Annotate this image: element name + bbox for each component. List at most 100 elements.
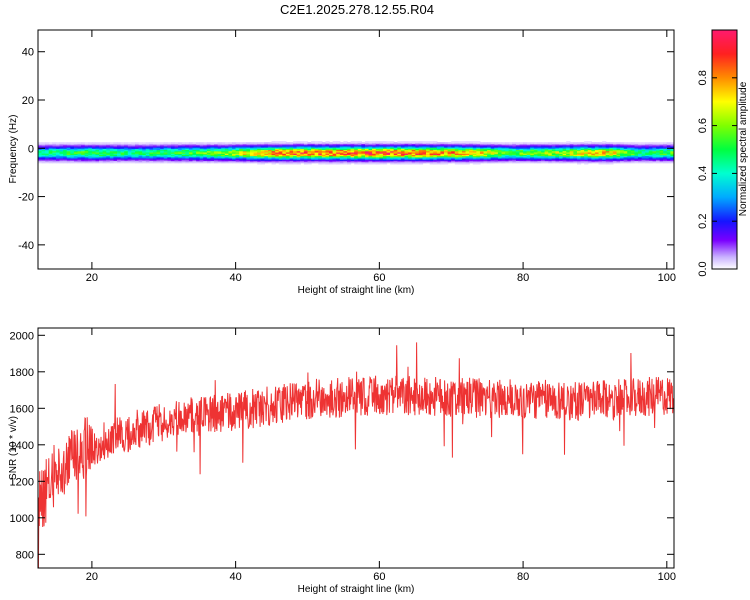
spectral-cell	[537, 155, 542, 158]
spectral-cell	[300, 150, 305, 153]
spectral-cell	[580, 157, 585, 160]
spectral-cell	[142, 154, 147, 157]
spectral-cell	[221, 154, 226, 157]
spectral-cell	[368, 156, 373, 159]
spectral-cell	[260, 143, 265, 146]
spectral-cell	[214, 155, 219, 158]
spectral-cell	[73, 157, 79, 160]
spectral-cell	[479, 149, 485, 152]
spectral-cell	[641, 153, 646, 155]
spectral-cell	[580, 156, 585, 159]
spectral-cell	[271, 157, 276, 160]
spectral-cell	[666, 154, 672, 157]
spectral-cell	[127, 157, 133, 160]
spectral-cell	[48, 144, 53, 147]
spectral-cell	[232, 147, 237, 149]
spectral-cell	[329, 159, 334, 161]
spectral-cell	[497, 157, 503, 160]
spectral-cell	[623, 155, 628, 158]
spectral-cell	[630, 157, 636, 160]
spectral-cell	[594, 161, 600, 164]
spectral-cell	[627, 148, 632, 151]
spectral-cell	[81, 147, 86, 149]
spectral-cell	[666, 145, 672, 148]
spectral-cell	[479, 151, 485, 154]
spectral-cell	[224, 142, 230, 145]
spectral-cell	[426, 159, 431, 161]
spectral-cell	[188, 150, 194, 153]
spectral-cell	[483, 157, 488, 160]
spectral-cell	[368, 148, 373, 151]
spectral-cell	[210, 142, 215, 145]
spectral-cell	[573, 155, 578, 158]
spectral-cell	[429, 150, 434, 153]
spectral-cell	[167, 142, 172, 145]
spectral-cell	[476, 160, 481, 163]
spectral-cell	[271, 144, 276, 147]
spectral-cell	[228, 161, 233, 164]
spectral-cell	[400, 144, 406, 147]
spectral-cell	[275, 157, 280, 160]
spectral-cell	[508, 157, 513, 160]
spectral-cell	[551, 154, 557, 157]
spectral-cell	[490, 156, 495, 159]
spectral-cell	[382, 149, 388, 152]
spectral-cell	[390, 160, 395, 163]
spectral-cell	[181, 155, 186, 158]
spectral-cell	[537, 144, 542, 147]
spectral-cell	[429, 142, 434, 145]
spectral-cell	[300, 153, 305, 155]
spectral-cell	[91, 144, 97, 147]
spectral-cell	[361, 154, 366, 157]
spectral-cell	[418, 153, 424, 155]
spectral-cell	[415, 162, 420, 165]
spectral-cell	[307, 150, 312, 153]
spectral-cell	[372, 145, 377, 148]
spectral-cell	[199, 161, 204, 164]
spectral-cell	[415, 148, 420, 151]
spectral-cell	[339, 144, 345, 147]
spectral-cell	[576, 148, 582, 151]
spectral-cell	[246, 157, 251, 160]
spectral-cell	[559, 159, 564, 161]
spectral-cell	[630, 142, 636, 145]
spectral-cell	[433, 142, 438, 145]
y-tick-label: 1200	[10, 476, 34, 488]
spectral-cell	[663, 151, 668, 154]
spectral-cell	[591, 149, 596, 152]
spectral-cell	[670, 144, 674, 147]
spectral-cell	[253, 154, 258, 157]
spectral-cell	[318, 142, 323, 145]
spectral-cell	[641, 150, 646, 153]
spectral-cell	[343, 145, 348, 148]
spectral-cell	[138, 142, 143, 145]
spectral-cell	[307, 162, 312, 165]
spectral-cell	[462, 148, 467, 151]
spectral-cell	[38, 145, 43, 148]
spectral-cell	[674, 152, 678, 154]
spectral-cell	[505, 147, 510, 149]
spectral-cell	[91, 157, 97, 160]
spectral-cell	[594, 150, 600, 153]
spectral-cell	[663, 149, 668, 152]
spectral-cell	[296, 161, 301, 164]
spectral-cell	[239, 142, 244, 145]
spectral-cell	[670, 156, 674, 159]
spectral-cell	[203, 151, 208, 154]
spectral-cell	[73, 156, 79, 159]
spectral-cell	[354, 143, 359, 146]
spectral-cell	[199, 150, 204, 153]
spectral-cell	[638, 148, 643, 151]
spectral-cell	[645, 145, 650, 148]
spectral-cell	[142, 160, 147, 163]
spectral-cell	[52, 157, 57, 160]
spectral-cell	[515, 143, 521, 146]
spectral-cell	[411, 154, 416, 157]
spectral-cell	[217, 147, 222, 149]
snr-x-axis-title: Height of straight line (km)	[298, 584, 415, 595]
spectral-cell	[296, 142, 301, 145]
spectral-cell	[217, 153, 222, 155]
spectral-cell	[38, 157, 43, 160]
spectral-cell	[106, 157, 111, 160]
spectral-cell	[250, 154, 255, 157]
